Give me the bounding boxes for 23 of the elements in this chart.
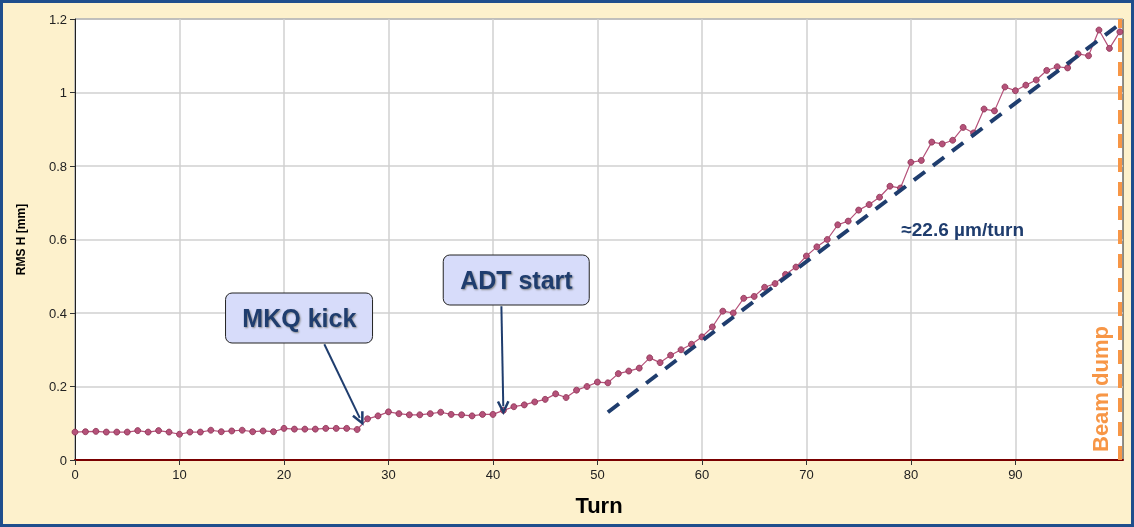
annotation: MKQ kick [225, 292, 374, 344]
series-label: ≈22.6 µm/turn [901, 218, 1025, 241]
y-tick-label: 0.4 [48, 305, 67, 321]
x-tick-label: 40 [485, 467, 501, 482]
y-tick-label: 0 [59, 452, 67, 468]
x-tick-label: 30 [381, 467, 396, 482]
y-tick-label: 1.2 [48, 11, 67, 27]
x-tick-label: 60 [694, 467, 710, 482]
x-axis-title: Turn [575, 492, 623, 518]
y-axis-title: RMS H [mm] [14, 203, 28, 276]
x-tick-label: 0 [71, 467, 79, 482]
y-tick-label: 0.6 [48, 232, 67, 247]
ref-line-label: Beam dump [1088, 326, 1114, 452]
x-tick-label: 70 [799, 467, 814, 482]
annotation: ADT start [443, 254, 590, 306]
y-tick-label: 0.2 [48, 379, 67, 394]
y-tick-label: 1 [59, 85, 67, 100]
x-tick-label: 20 [276, 467, 292, 482]
x-tick-label: 10 [172, 467, 187, 482]
x-tick-label: 50 [590, 467, 605, 482]
x-tick-label: 90 [1008, 467, 1023, 482]
y-tick-label: 0.8 [48, 158, 67, 174]
x-tick-label: 80 [903, 467, 919, 482]
